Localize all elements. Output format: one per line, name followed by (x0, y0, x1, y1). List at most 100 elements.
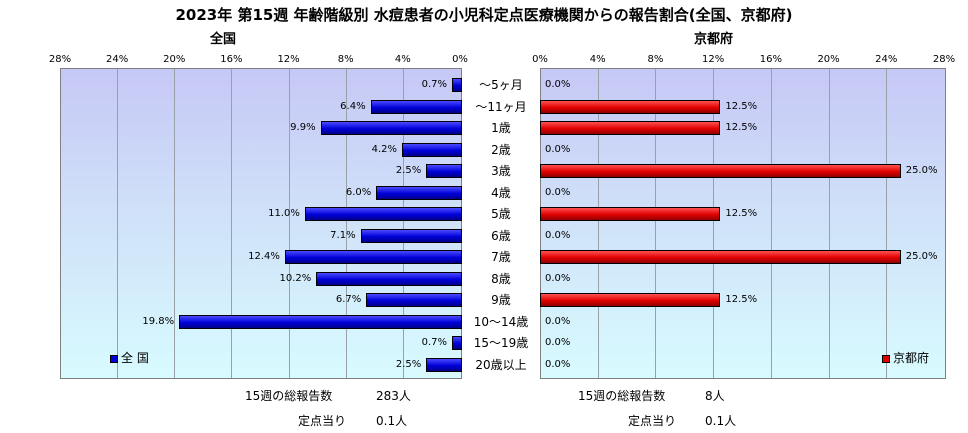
category-label: 〜5ヶ月 (479, 78, 523, 92)
data-label: 0.0% (545, 143, 571, 155)
bar-zenkoku (179, 314, 462, 329)
data-label: 12.5% (725, 122, 758, 133)
category-label: 6歳 (491, 228, 511, 243)
x-tick-label: 8% (337, 54, 354, 65)
x-tick-label: 28% (48, 54, 72, 65)
data-label: 0.0% (545, 358, 571, 370)
x-tick-label: 4% (394, 54, 411, 65)
data-label: 0.0% (545, 315, 571, 327)
data-label: 12.4% (248, 251, 280, 262)
footer-left-total-label: 15週の総報告数 (245, 389, 333, 403)
category-label: 10〜14歳 (473, 314, 529, 329)
data-label: 25.0% (905, 251, 938, 262)
footer-right-total-value: 8人 (705, 389, 725, 403)
bar-zenkoku (316, 271, 462, 286)
gridline (345, 69, 347, 378)
footer-left-per-label: 定点当り (298, 414, 347, 428)
bar-zenkoku (452, 336, 462, 350)
category-label: 7歳 (491, 250, 511, 264)
footer-left-total-value: 283人 (376, 389, 411, 403)
x-tick-label: 16% (220, 54, 243, 65)
bar-kyoto (540, 207, 721, 221)
category-label: 2歳 (491, 142, 511, 157)
bar-zenkoku (320, 121, 462, 135)
x-tick-label: 12% (277, 54, 300, 65)
legend-label-zenkoku: 全 国 (121, 351, 149, 365)
data-label: 0.7% (421, 79, 447, 90)
category-label: 5歳 (491, 207, 511, 221)
category-label: 15〜19歳 (473, 336, 529, 350)
category-label: 9歳 (491, 293, 511, 307)
chart-title: 2023年 第15週 年齢階級別 水痘患者の小児科定点医療機関からの報告割合(全… (175, 6, 793, 24)
category-label: 3歳 (491, 164, 511, 178)
data-label: 12.5% (725, 294, 758, 305)
x-tick-label: 20% (817, 54, 840, 65)
gridline (770, 69, 772, 378)
data-label: 0.7% (421, 337, 447, 348)
gridline (117, 69, 119, 378)
footer-right-per-label: 定点当り (628, 414, 677, 428)
x-tick-label: 0% (532, 54, 548, 65)
data-label: 9.9% (290, 122, 316, 133)
bar-kyoto (540, 164, 901, 178)
data-label: 0.0% (545, 337, 571, 348)
x-tick-label: 0% (452, 54, 468, 65)
category-label: 8歳 (491, 271, 511, 286)
category-label: 〜11ヶ月 (475, 99, 527, 114)
right-plot-area: 0.0% 12.5% 12.5% 0.0% 25.0% 0.0% 12.5% 0.0% 25.0… (540, 68, 946, 379)
gridline (231, 69, 233, 378)
data-label: 0.0% (545, 186, 571, 198)
bar-zenkoku (370, 99, 462, 114)
data-label: 12.5% (725, 208, 758, 219)
x-tick-label: 28% (932, 54, 956, 65)
footer-right-per-value: 0.1人 (705, 414, 737, 428)
legend-swatch-red (882, 354, 890, 363)
data-label: 0.0% (545, 79, 571, 90)
data-label: 4.2% (371, 143, 397, 155)
data-label: 6.7% (335, 294, 362, 305)
x-tick-label: 24% (875, 54, 898, 65)
gridline (402, 69, 404, 378)
gridline (886, 69, 888, 378)
gridline (655, 69, 657, 378)
bar-zenkoku (366, 293, 462, 307)
footer-right-total-label: 15週の総報告数 (578, 389, 666, 403)
right-legend: 京都府 (882, 349, 929, 366)
right-subtitle: 京都府 (694, 32, 734, 47)
category-label: 20歳以上 (475, 357, 527, 372)
gridline (597, 69, 599, 378)
bar-kyoto (540, 99, 721, 114)
bar-zenkoku (426, 357, 462, 372)
x-tick-label: 4% (589, 54, 606, 65)
data-label: 2.5% (395, 165, 422, 176)
left-subtitle: 全国 (210, 32, 237, 47)
bar-zenkoku (426, 164, 462, 178)
category-label: 1歳 (491, 121, 511, 135)
data-label: 10.2% (279, 272, 312, 284)
legend-swatch-blue (110, 354, 118, 363)
gridline (288, 69, 290, 378)
data-label: 0.0% (545, 229, 571, 241)
data-label: 6.4% (340, 100, 366, 112)
category-label: 4歳 (491, 185, 511, 200)
bar-zenkoku (304, 207, 462, 221)
data-label: 11.0% (268, 208, 300, 219)
gridline (713, 69, 715, 378)
bar-kyoto (540, 121, 721, 135)
left-legend: 全 国 (110, 349, 149, 366)
footer-left-per-value: 0.1人 (376, 414, 408, 428)
data-label: 0.0% (545, 272, 571, 284)
bar-zenkoku (452, 78, 462, 92)
bar-zenkoku (402, 142, 462, 157)
legend-label-kyoto: 京都府 (893, 351, 930, 365)
gridline (828, 69, 830, 378)
x-tick-label: 16% (759, 54, 782, 65)
bar-kyoto (540, 250, 901, 264)
data-label: 7.1% (330, 229, 356, 241)
x-tick-label: 24% (106, 54, 129, 65)
data-label: 6.0% (345, 186, 372, 198)
bar-zenkoku (284, 250, 462, 264)
data-label: 25.0% (905, 165, 938, 176)
bar-kyoto (540, 293, 721, 307)
x-tick-label: 8% (647, 54, 664, 65)
